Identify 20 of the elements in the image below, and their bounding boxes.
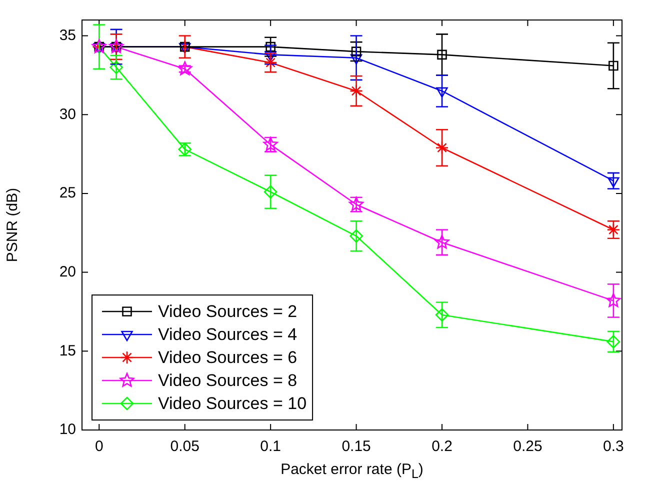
y-tick-label: 30 (59, 106, 76, 123)
y-axis-title: PSNR (dB) (4, 188, 22, 262)
x-tick-label: 0 (94, 438, 104, 456)
x-tick-label: 0.1 (260, 438, 281, 456)
legend-label: Video Sources = 2 (158, 302, 298, 322)
y-tick-label: 35 (59, 26, 76, 44)
x-tick-label: 0.25 (513, 438, 542, 456)
y-tick-label: 15 (59, 342, 76, 360)
legend-label: Video Sources = 10 (158, 394, 307, 414)
x-tick-label: 0.3 (603, 438, 624, 456)
legend-label: Video Sources = 4 (158, 325, 298, 344)
legend-label: Video Sources = 8 (158, 371, 298, 390)
x-tick-label: 0.15 (342, 438, 371, 456)
y-tick-label: 25 (59, 184, 76, 202)
y-tick-label: 10 (59, 421, 76, 438)
x-tick-label: 0.05 (170, 438, 200, 456)
x-tick-label: 0.2 (432, 438, 452, 456)
y-tick-label: 20 (59, 263, 76, 280)
x-axis-title: Packet error rate (P$_{L}$) (280, 461, 424, 481)
legend-label: Video Sources = 6 (158, 348, 298, 368)
